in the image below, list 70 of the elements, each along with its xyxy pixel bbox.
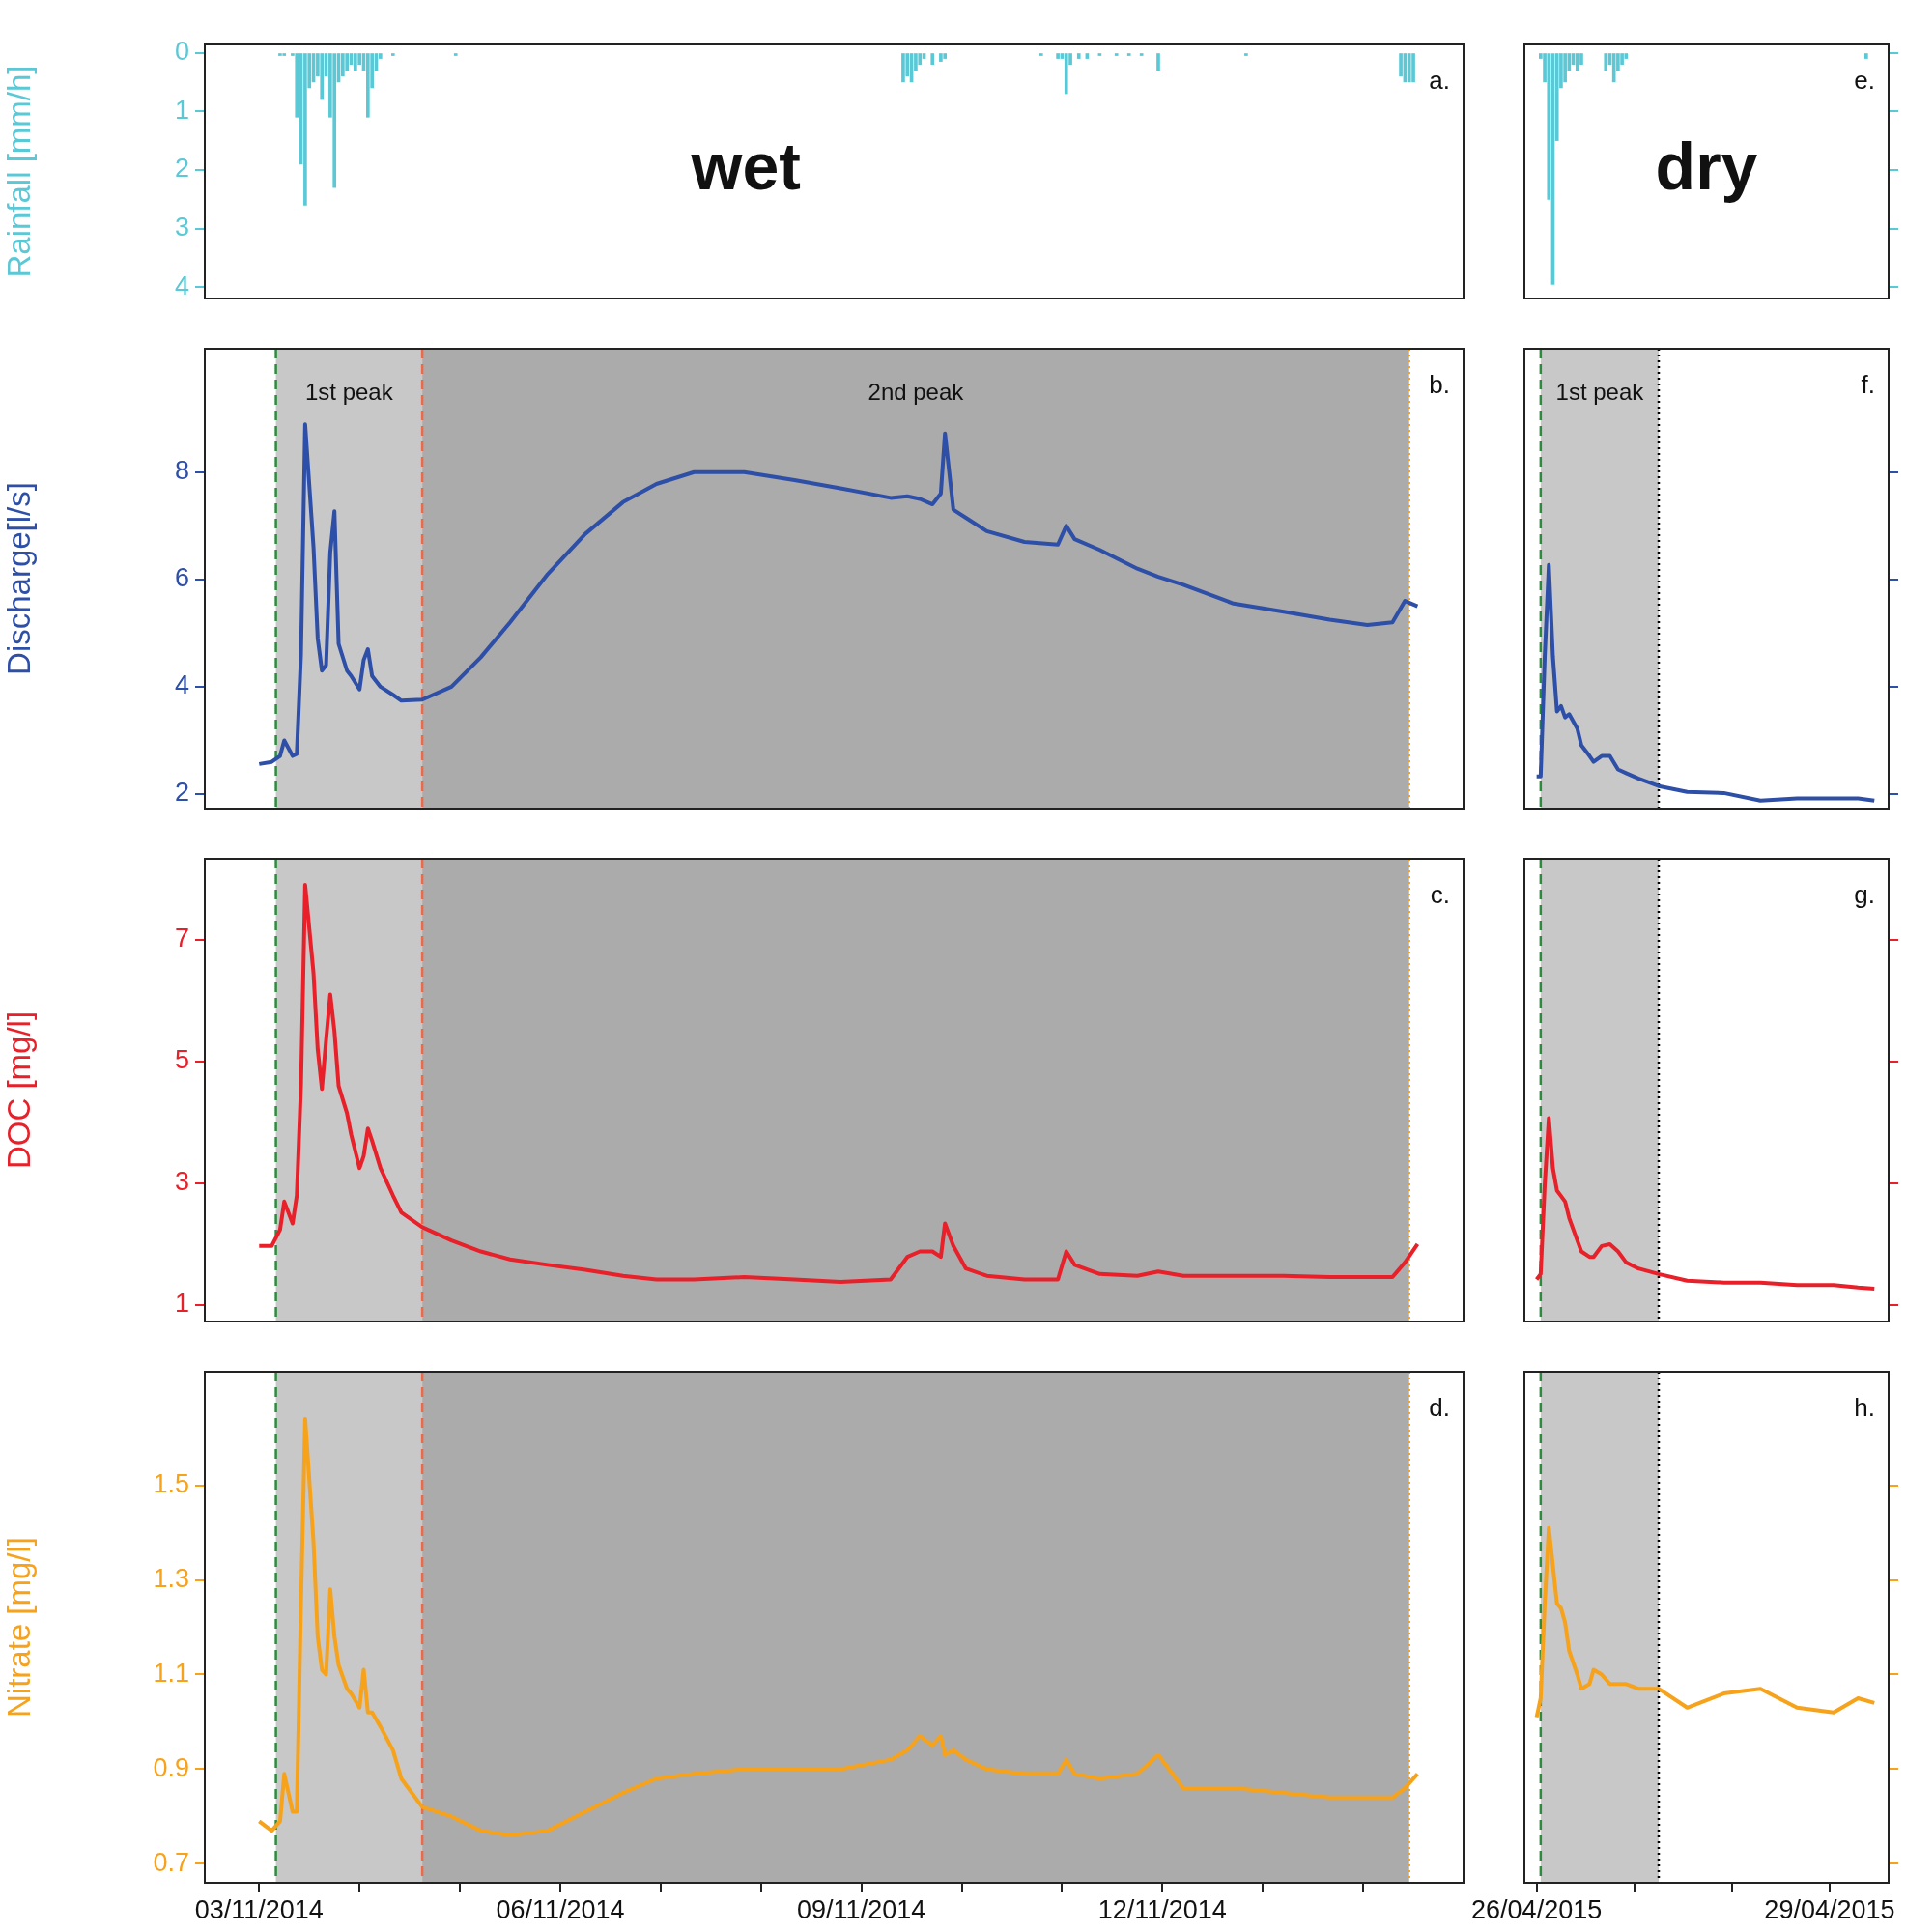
annotation: dry — [1655, 129, 1758, 204]
bar — [278, 53, 282, 56]
bar — [320, 53, 325, 100]
x-tick-label: 12/11/2014 — [1097, 1894, 1227, 1924]
bar — [1097, 53, 1102, 56]
annotation: b. — [1429, 370, 1450, 400]
y-tick-label: 0.7 — [153, 1847, 189, 1877]
bar — [930, 53, 935, 65]
y-tick-label: 1.1 — [153, 1658, 189, 1688]
bar — [1407, 53, 1411, 83]
bar — [943, 53, 948, 59]
y-axis-title: Discharge[l/s] — [0, 482, 37, 675]
x-tick-label: 06/11/2014 — [496, 1894, 625, 1924]
annotation: d. — [1429, 1393, 1450, 1423]
bar — [901, 53, 905, 83]
x-tick-label: 03/11/2014 — [194, 1894, 324, 1924]
y-tick-label: 1.3 — [153, 1563, 189, 1593]
x-tick-label: 26/04/2015 — [1471, 1894, 1603, 1924]
bar — [1139, 53, 1144, 56]
x-tick-label: 29/04/2015 — [1764, 1894, 1895, 1924]
y-tick-label: 6 — [174, 563, 189, 593]
bar — [366, 53, 370, 118]
bar — [453, 53, 458, 56]
annotation: h. — [1854, 1393, 1875, 1423]
bar — [1076, 53, 1081, 59]
y-axis-title: DOC [mg/l] — [0, 1010, 37, 1170]
band-label: 1st peak — [304, 378, 394, 405]
bar — [939, 53, 943, 62]
band-label: 2nd peak — [868, 378, 965, 405]
bar — [1114, 53, 1119, 56]
y-tick-label: 3 — [174, 213, 189, 242]
y-tick-label: 3 — [174, 1167, 189, 1197]
annotation: e. — [1854, 66, 1875, 96]
bar — [1604, 53, 1608, 71]
y-axis-title: Rainfall [mm/h] — [0, 65, 37, 278]
bar — [1611, 53, 1616, 83]
annotation: wet — [690, 129, 801, 204]
bar — [1038, 53, 1043, 56]
annotation: g. — [1854, 880, 1875, 910]
annotation: f. — [1861, 370, 1875, 400]
bar — [1411, 53, 1415, 83]
x-tick-label: 09/11/2014 — [797, 1894, 926, 1924]
bar — [1126, 53, 1131, 56]
bar — [1156, 53, 1160, 71]
bar — [1575, 53, 1579, 71]
annotation: c. — [1430, 880, 1450, 910]
y-tick-label: 4 — [174, 670, 189, 700]
bar — [354, 53, 357, 71]
annotation: a. — [1429, 66, 1450, 96]
band-label: 1st peak — [1555, 378, 1645, 405]
bar — [390, 53, 395, 56]
y-tick-label: 1 — [174, 1289, 189, 1319]
y-tick-label: 8 — [174, 456, 189, 486]
bar — [332, 53, 337, 188]
y-tick-label: 1 — [174, 95, 189, 125]
bar — [1864, 53, 1868, 59]
y-axis-title: Nitrate [mg/l] — [0, 1536, 37, 1719]
bar — [282, 53, 287, 56]
y-tick-label: 0 — [174, 36, 189, 66]
y-tick-label: 4 — [174, 270, 189, 300]
bar — [1064, 53, 1068, 95]
y-tick-label: 5 — [174, 1045, 189, 1075]
bar — [1244, 53, 1248, 56]
y-tick-label: 7 — [174, 923, 189, 953]
y-tick-label: 2 — [174, 154, 189, 184]
bar — [1056, 53, 1060, 59]
y-tick-label: 1.5 — [153, 1469, 189, 1499]
y-tick-label: 2 — [174, 778, 189, 808]
y-tick-label: 0.9 — [153, 1752, 189, 1782]
bar — [303, 53, 307, 206]
